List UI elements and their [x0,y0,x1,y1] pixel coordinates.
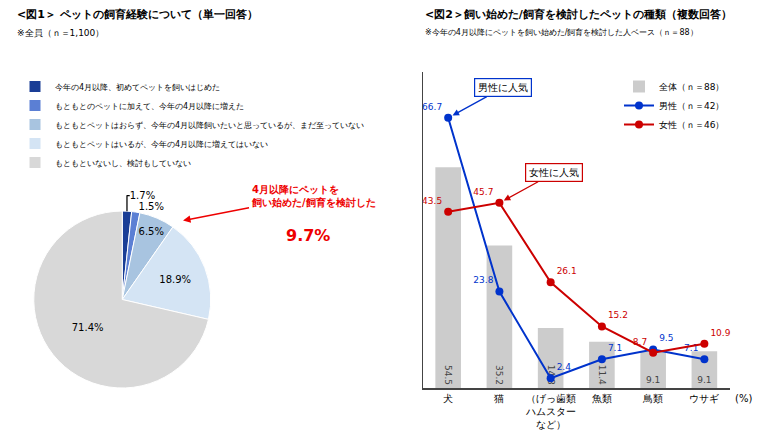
svg-text:男性（ｎ＝42）: 男性（ｎ＝42） [659,101,724,111]
svg-text:66.7: 66.7 [422,102,442,112]
svg-text:1.7%: 1.7% [130,190,155,201]
svg-text:14.8: 14.8 [546,365,556,385]
svg-text:15.2: 15.2 [608,310,628,320]
svg-text:23.8: 23.8 [473,275,493,285]
svg-text:9.1: 9.1 [646,375,660,385]
svg-text:1.5%: 1.5% [139,201,164,212]
svg-text:26.1: 26.1 [557,266,577,276]
svg-text:もともといないし、検討もしていない: もともといないし、検討もしていない [55,159,191,168]
svg-text:猫: 猫 [494,393,504,404]
svg-text:10.9: 10.9 [710,328,730,338]
svg-text:8.7: 8.7 [633,337,647,347]
svg-text:11.4: 11.4 [597,365,607,385]
svg-text:もともとペットはいるが、今年の4月以降に増えてはいない: もともとペットはいるが、今年の4月以降に増えてはいない [55,140,268,149]
svg-text:4月以降にペットを飼い始めた/飼育を検討した: 4月以降にペットを飼い始めた/飼育を検討した [251,184,376,208]
svg-text:45.7: 45.7 [473,187,493,197]
svg-text:（げっ歯類ハムスターなど）: （げっ歯類ハムスターなど） [525,393,576,430]
svg-text:43.5: 43.5 [422,196,442,206]
svg-text:18.9%: 18.9% [159,274,191,285]
svg-text:54.5: 54.5 [443,365,453,385]
svg-text:71.4%: 71.4% [72,322,104,333]
svg-text:鳥類: 鳥類 [642,393,663,404]
svg-text:ウサギ: ウサギ [689,393,719,404]
svg-text:男性に人気: 男性に人気 [478,82,528,93]
svg-text:もともとのペットに加えて、今年の4月以降に増えた: もともとのペットに加えて、今年の4月以降に増えた [55,102,244,111]
svg-text:35.2: 35.2 [494,365,504,385]
svg-text:9.7%: 9.7% [286,226,330,245]
svg-text:魚類: 魚類 [592,393,612,404]
svg-text:全体（ｎ＝88）: 全体（ｎ＝88） [659,82,724,92]
svg-text:7.1: 7.1 [684,343,698,353]
svg-text:6.5%: 6.5% [139,226,164,237]
svg-text:(%): (%) [735,393,752,404]
svg-text:2.4: 2.4 [557,362,572,372]
svg-text:女性（ｎ＝46）: 女性（ｎ＝46） [659,120,724,130]
svg-text:※全員（ｎ＝1,100）: ※全員（ｎ＝1,100） [17,28,104,38]
svg-text:もともとペットはおらず、今年の4月以降飼いたいと思っているが: もともとペットはおらず、今年の4月以降飼いたいと思っているが、まだ至っていない [55,121,364,130]
svg-text:<図1＞ ペットの飼育経験について（単一回答）: <図1＞ ペットの飼育経験について（単一回答） [17,8,258,21]
svg-text:7.1: 7.1 [608,343,622,353]
svg-text:※今年の4月以降にペットを飼い始めた/飼育を検討した人ベース: ※今年の4月以降にペットを飼い始めた/飼育を検討した人ベース（ｎ＝88） [425,28,698,37]
svg-text:犬: 犬 [443,393,453,404]
svg-text:9.5: 9.5 [659,333,673,343]
svg-text:女性に人気: 女性に人気 [529,167,579,178]
svg-text:今年の4月以降、初めてペットを飼いはじめた: 今年の4月以降、初めてペットを飼いはじめた [55,83,220,92]
svg-text:9.1: 9.1 [697,375,711,385]
svg-text:<図2＞飼い始めた/飼育を検討したペットの種類（複数回答）: <図2＞飼い始めた/飼育を検討したペットの種類（複数回答） [425,8,732,21]
